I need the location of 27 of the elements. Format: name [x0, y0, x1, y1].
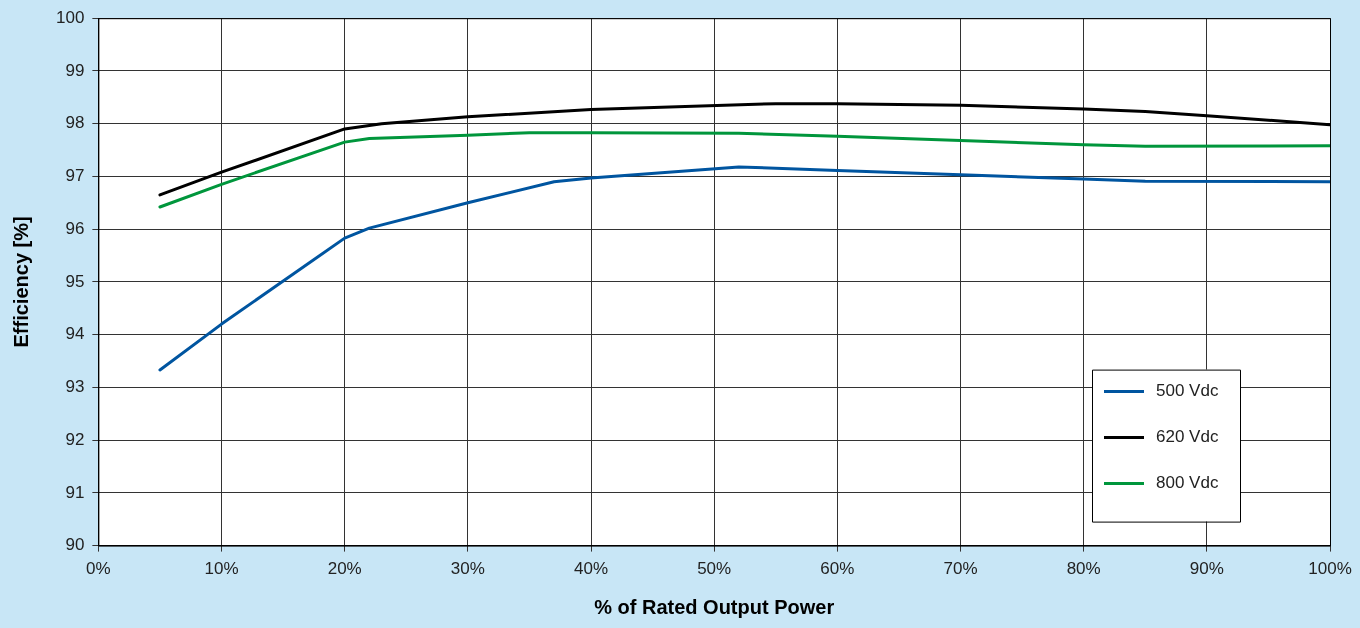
x-tick-label: 70% — [943, 559, 978, 579]
y-tick-label: 90 — [65, 535, 85, 555]
y-tick-label: 100 — [55, 7, 85, 27]
x-tick-label: 90% — [1189, 559, 1224, 579]
x-tick-label: 0% — [86, 559, 111, 579]
y-tick-label: 91 — [65, 482, 85, 502]
x-tick-label: 50% — [697, 559, 732, 579]
x-axis-title: % of Rated Output Power — [594, 595, 835, 618]
y-tick-label: 98 — [65, 113, 85, 133]
y-tick-label: 99 — [65, 60, 85, 80]
x-tick-label: 40% — [574, 559, 609, 579]
y-tick-label: 97 — [65, 166, 85, 186]
legend-label: 800 Vdc — [1156, 473, 1219, 493]
x-tick-label: 30% — [450, 559, 485, 579]
legend-label: 500 Vdc — [1156, 381, 1219, 401]
y-tick-label: 93 — [65, 377, 85, 397]
y-tick-label: 95 — [65, 271, 85, 291]
x-tick-label: 60% — [820, 559, 855, 579]
y-tick-label: 96 — [65, 218, 85, 238]
x-tick-label: 80% — [1066, 559, 1101, 579]
legend-label: 620 Vdc — [1156, 427, 1219, 447]
y-tick-label: 94 — [65, 324, 85, 344]
x-tick-label: 20% — [327, 559, 362, 579]
x-tick-label: 10% — [204, 559, 239, 579]
y-tick-label: 92 — [65, 429, 85, 449]
x-tick-label: 100% — [1308, 559, 1352, 579]
y-axis-title: Efficiency [%] — [9, 216, 32, 348]
